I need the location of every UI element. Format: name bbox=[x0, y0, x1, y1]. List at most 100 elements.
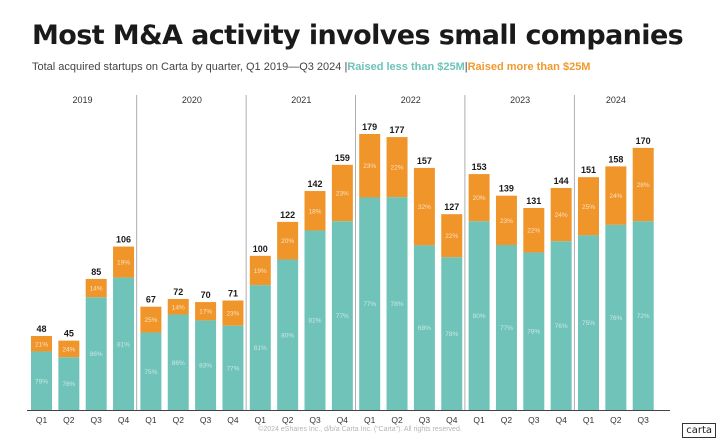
pct-label-small: 86% bbox=[90, 351, 103, 358]
bar-segment-small bbox=[195, 320, 217, 410]
pct-label-small: 76% bbox=[609, 315, 622, 322]
bar-segment-large bbox=[386, 137, 408, 198]
bar-segment-large bbox=[523, 208, 545, 253]
quarter-tick-label: Q1 bbox=[145, 415, 157, 425]
pct-label-large: 22% bbox=[527, 228, 540, 235]
total-value-label: 72 bbox=[173, 287, 183, 297]
pct-label-small: 83% bbox=[199, 363, 212, 370]
page-title: Most M&A activity involves small compani… bbox=[32, 20, 684, 51]
pct-label-large: 20% bbox=[281, 238, 294, 245]
quarter-tick-label: Q2 bbox=[391, 415, 403, 425]
pct-label-large: 32% bbox=[418, 204, 431, 211]
year-label: 2019 bbox=[73, 95, 93, 105]
pct-label-large: 20% bbox=[473, 195, 486, 202]
chart-subtitle: Total acquired startups on Carta by quar… bbox=[32, 61, 590, 73]
quarter-tick-label: Q2 bbox=[282, 415, 294, 425]
pct-label-small: 75% bbox=[144, 369, 157, 376]
bar-segment-small bbox=[359, 197, 381, 410]
pct-label-large: 22% bbox=[391, 165, 404, 172]
pct-label-small: 77% bbox=[226, 365, 239, 372]
bar-segment-small bbox=[167, 314, 189, 410]
pct-label-small: 82% bbox=[308, 318, 321, 325]
bar-segment-small bbox=[113, 277, 135, 410]
pct-label-large: 22% bbox=[445, 233, 458, 240]
quarter-tick-label: Q4 bbox=[337, 415, 349, 425]
pct-label-small: 77% bbox=[363, 301, 376, 308]
pct-label-small: 77% bbox=[500, 325, 513, 332]
legend-separator: | bbox=[464, 61, 468, 73]
quarter-tick-label: Q3 bbox=[309, 415, 321, 425]
bar-segment-large bbox=[222, 300, 244, 326]
pct-label-large: 23% bbox=[363, 163, 376, 170]
pct-label-small: 79% bbox=[35, 378, 48, 385]
total-value-label: 67 bbox=[146, 295, 156, 305]
quarter-tick-label: Q4 bbox=[446, 415, 458, 425]
quarter-tick-label: Q1 bbox=[583, 415, 595, 425]
bar-segment-large bbox=[58, 340, 80, 358]
bar-segment-large bbox=[304, 191, 326, 231]
legend-small-label: Raised less than $25M bbox=[347, 61, 465, 73]
pct-label-large: 21% bbox=[35, 341, 48, 348]
bar-segment-small bbox=[277, 259, 299, 410]
pct-label-large: 28% bbox=[637, 182, 650, 189]
total-value-label: 70 bbox=[201, 290, 211, 300]
total-value-label: 159 bbox=[335, 153, 350, 163]
quarter-tick-label: Q4 bbox=[227, 415, 239, 425]
quarter-tick-label: Q4 bbox=[555, 415, 567, 425]
quarter-tick-label: Q4 bbox=[118, 415, 130, 425]
bar-segment-small bbox=[222, 325, 244, 410]
quarter-tick-label: Q3 bbox=[200, 415, 212, 425]
total-value-label: 151 bbox=[581, 165, 596, 175]
year-label: 2020 bbox=[182, 95, 202, 105]
quarter-tick-label: Q1 bbox=[36, 415, 48, 425]
pct-label-large: 24% bbox=[62, 346, 75, 353]
quarter-tick-label: Q2 bbox=[63, 415, 75, 425]
bar-segment-small bbox=[304, 230, 326, 410]
bar-segment-large bbox=[605, 166, 627, 225]
pct-label-small: 77% bbox=[336, 313, 349, 320]
total-value-label: 127 bbox=[444, 202, 459, 212]
pct-label-small: 78% bbox=[445, 331, 458, 338]
total-value-label: 106 bbox=[116, 235, 131, 245]
bar-segment-large bbox=[331, 164, 353, 222]
bar-segment-small bbox=[386, 197, 408, 410]
pct-label-small: 68% bbox=[418, 325, 431, 332]
bar-segment-large bbox=[578, 177, 599, 236]
bar-segment-large bbox=[140, 306, 162, 333]
bar-segment-large bbox=[413, 167, 435, 246]
pct-label-small: 78% bbox=[391, 301, 404, 308]
bar-segment-small bbox=[140, 332, 162, 410]
quarter-tick-label: Q2 bbox=[610, 415, 622, 425]
year-label: 2023 bbox=[510, 95, 530, 105]
bar-segment-large bbox=[632, 147, 654, 222]
pct-label-small: 86% bbox=[172, 360, 185, 367]
pct-label-small: 78% bbox=[527, 329, 540, 336]
total-value-label: 45 bbox=[64, 329, 74, 339]
total-value-label: 170 bbox=[636, 136, 651, 146]
pct-label-large: 18% bbox=[308, 208, 321, 215]
quarter-tick-label: Q3 bbox=[419, 415, 431, 425]
pct-label-small: 75% bbox=[582, 320, 595, 327]
bar-segment-small bbox=[523, 252, 545, 410]
total-value-label: 142 bbox=[307, 179, 322, 189]
pct-label-large: 23% bbox=[500, 218, 513, 225]
bar-segment-large bbox=[495, 195, 517, 245]
total-value-label: 100 bbox=[253, 244, 268, 254]
bar-segment-small bbox=[331, 221, 353, 410]
quarter-tick-label: Q1 bbox=[473, 415, 485, 425]
bar-segment-large bbox=[277, 221, 299, 260]
pct-label-large: 23% bbox=[336, 191, 349, 198]
total-value-label: 144 bbox=[554, 176, 569, 186]
pct-label-large: 14% bbox=[90, 286, 103, 293]
bar-segment-large bbox=[85, 278, 107, 298]
subtitle-text: Total acquired startups on Carta by quar… bbox=[32, 61, 342, 73]
total-value-label: 157 bbox=[417, 156, 432, 166]
legend-separator: | bbox=[344, 61, 348, 73]
carta-logo: carta bbox=[682, 423, 716, 438]
total-value-label: 71 bbox=[228, 289, 238, 299]
quarter-tick-label: Q3 bbox=[91, 415, 103, 425]
bar-segment-large bbox=[468, 174, 490, 222]
bar-segment-small bbox=[605, 224, 627, 410]
pct-label-small: 81% bbox=[117, 341, 130, 348]
total-value-label: 179 bbox=[362, 122, 377, 132]
